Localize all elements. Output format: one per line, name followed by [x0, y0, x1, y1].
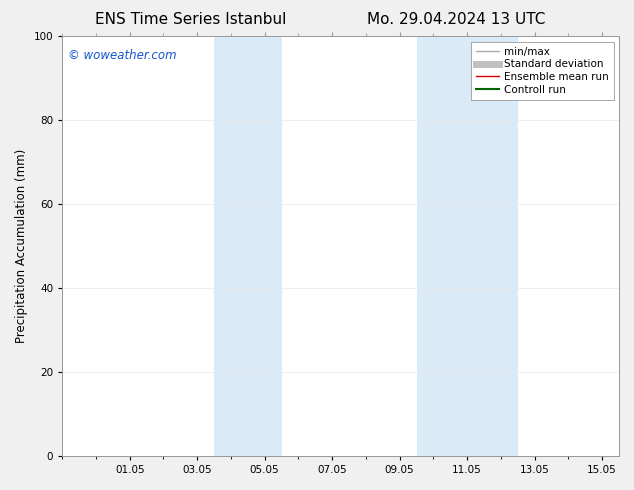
Text: ENS Time Series Istanbul: ENS Time Series Istanbul: [94, 12, 286, 27]
Bar: [214, 36, 281, 456]
Text: Mo. 29.04.2024 13 UTC: Mo. 29.04.2024 13 UTC: [367, 12, 546, 27]
Bar: [417, 36, 518, 456]
Text: © woweather.com: © woweather.com: [68, 49, 176, 62]
Legend: min/max, Standard deviation, Ensemble mean run, Controll run: min/max, Standard deviation, Ensemble me…: [470, 42, 614, 100]
Y-axis label: Precipitation Accumulation (mm): Precipitation Accumulation (mm): [15, 149, 28, 343]
